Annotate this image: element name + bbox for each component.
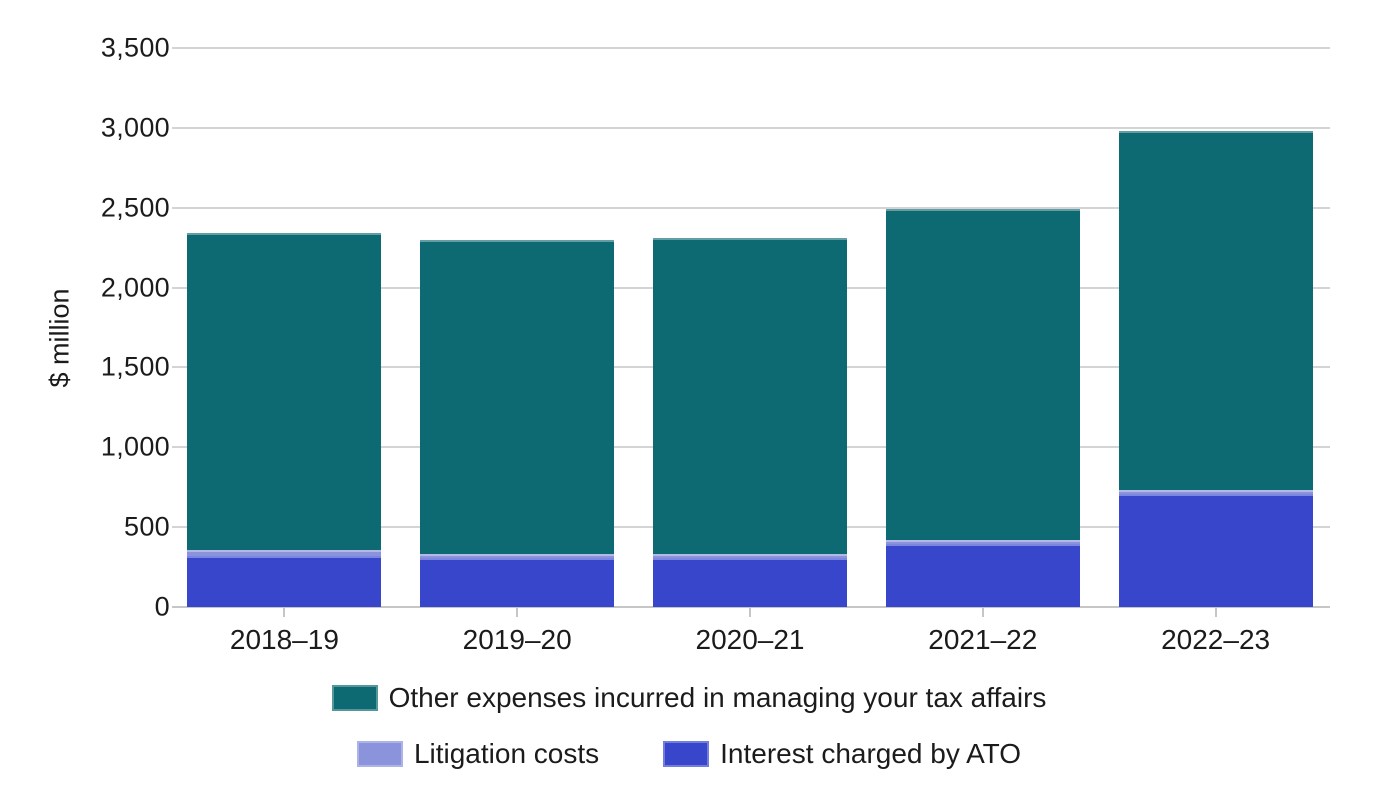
legend-item-other-expenses[interactable]: Other expenses incurred in managing your… [331, 682, 1047, 714]
bar-segment[interactable] [1118, 131, 1313, 490]
bar-segment[interactable] [1118, 489, 1313, 495]
y-tick-label: 3,500 [100, 32, 170, 63]
legend-item-litigation-costs[interactable]: Litigation costs [356, 738, 600, 770]
gridline-0 [172, 606, 1330, 608]
x-tick-label: 2020–21 [695, 624, 805, 655]
y-tick-label: 1,000 [100, 431, 170, 462]
legend-item-interest-charged[interactable]: Interest charged by ATO [663, 738, 1021, 770]
y-tick-label: 500 [124, 511, 170, 542]
bar-segment[interactable] [420, 239, 615, 555]
x-tick-label: 2019–20 [462, 624, 572, 655]
legend-swatch-other-expenses [331, 685, 378, 711]
bar-segment[interactable] [420, 554, 615, 559]
bar-segment[interactable] [420, 558, 615, 607]
x-axis-tick [283, 608, 286, 617]
y-tick-label: 2,500 [100, 192, 170, 223]
bar-segment[interactable] [187, 232, 382, 551]
x-tick-label: 2021–22 [928, 624, 1038, 655]
y-tick-label: 2,000 [100, 272, 170, 303]
bar-2019–20 [420, 239, 615, 607]
x-tick-label: 2018–19 [229, 624, 339, 655]
bar-segment[interactable] [1118, 494, 1313, 607]
legend-label-other-expenses: Other expenses incurred in managing your… [388, 682, 1047, 713]
gridline-3500 [172, 47, 1330, 49]
y-tick-label: 0 [154, 591, 170, 622]
bar-segment[interactable] [653, 558, 847, 607]
legend-swatch-interest-charged [663, 741, 710, 767]
x-tick-label: 2022–23 [1161, 624, 1271, 655]
x-axis-tick [749, 608, 751, 617]
bar-segment[interactable] [885, 209, 1080, 540]
x-axis-tick [981, 608, 984, 617]
legend-row-2: Litigation costs Interest charged by ATO [0, 738, 1378, 770]
y-tick-label: 3,000 [100, 112, 170, 143]
legend-label-litigation-costs: Litigation costs [413, 738, 600, 769]
bar-segment[interactable] [653, 238, 847, 555]
bar-2020–21 [653, 238, 847, 607]
bar-segment[interactable] [187, 555, 382, 607]
gridline-3000 [172, 126, 1330, 129]
bar-segment[interactable] [885, 543, 1080, 607]
x-axis-tick [516, 608, 519, 617]
gridline-2500 [172, 206, 1330, 209]
bar-2018–19 [187, 232, 382, 607]
bar-segment[interactable] [187, 550, 382, 556]
bar-2021–22 [885, 209, 1080, 607]
legend-label-interest-charged: Interest charged by ATO [720, 738, 1022, 769]
x-axis-tick [1214, 608, 1217, 617]
bar-2022–23 [1118, 131, 1313, 607]
bar-segment[interactable] [653, 554, 847, 559]
legend-row-1: Other expenses incurred in managing your… [0, 682, 1378, 714]
bar-segment[interactable] [885, 539, 1080, 544]
y-tick-label: 1,500 [100, 351, 170, 382]
legend-swatch-litigation-costs [356, 741, 403, 767]
